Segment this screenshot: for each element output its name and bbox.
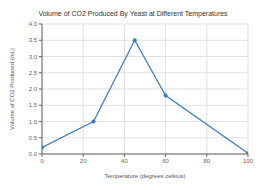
svg-text:0.0: 0.0 xyxy=(29,151,38,157)
svg-text:3.0: 3.0 xyxy=(29,54,38,60)
svg-text:2.5: 2.5 xyxy=(29,70,38,76)
svg-text:0: 0 xyxy=(40,158,44,164)
svg-text:20: 20 xyxy=(80,158,87,164)
svg-text:1.5: 1.5 xyxy=(29,102,38,108)
svg-text:Temperature (degrees celsius): Temperature (degrees celsius) xyxy=(104,173,185,179)
svg-text:4.0: 4.0 xyxy=(29,21,38,27)
svg-text:1.0: 1.0 xyxy=(29,119,38,125)
svg-text:40: 40 xyxy=(121,158,128,164)
svg-text:2.0: 2.0 xyxy=(29,86,38,92)
svg-text:3.5: 3.5 xyxy=(29,37,38,43)
svg-text:100: 100 xyxy=(243,158,254,164)
svg-text:60: 60 xyxy=(162,158,169,164)
html-text:Volume of CO2 Produced By Yeas: Volume of CO2 Produced By Yeast at Diffe… xyxy=(38,10,228,17)
svg-text:80: 80 xyxy=(203,158,210,164)
svg-text:Volume of CO2 Produced (mL): Volume of CO2 Produced (mL) xyxy=(9,48,15,130)
svg-text:0.5: 0.5 xyxy=(29,135,38,141)
